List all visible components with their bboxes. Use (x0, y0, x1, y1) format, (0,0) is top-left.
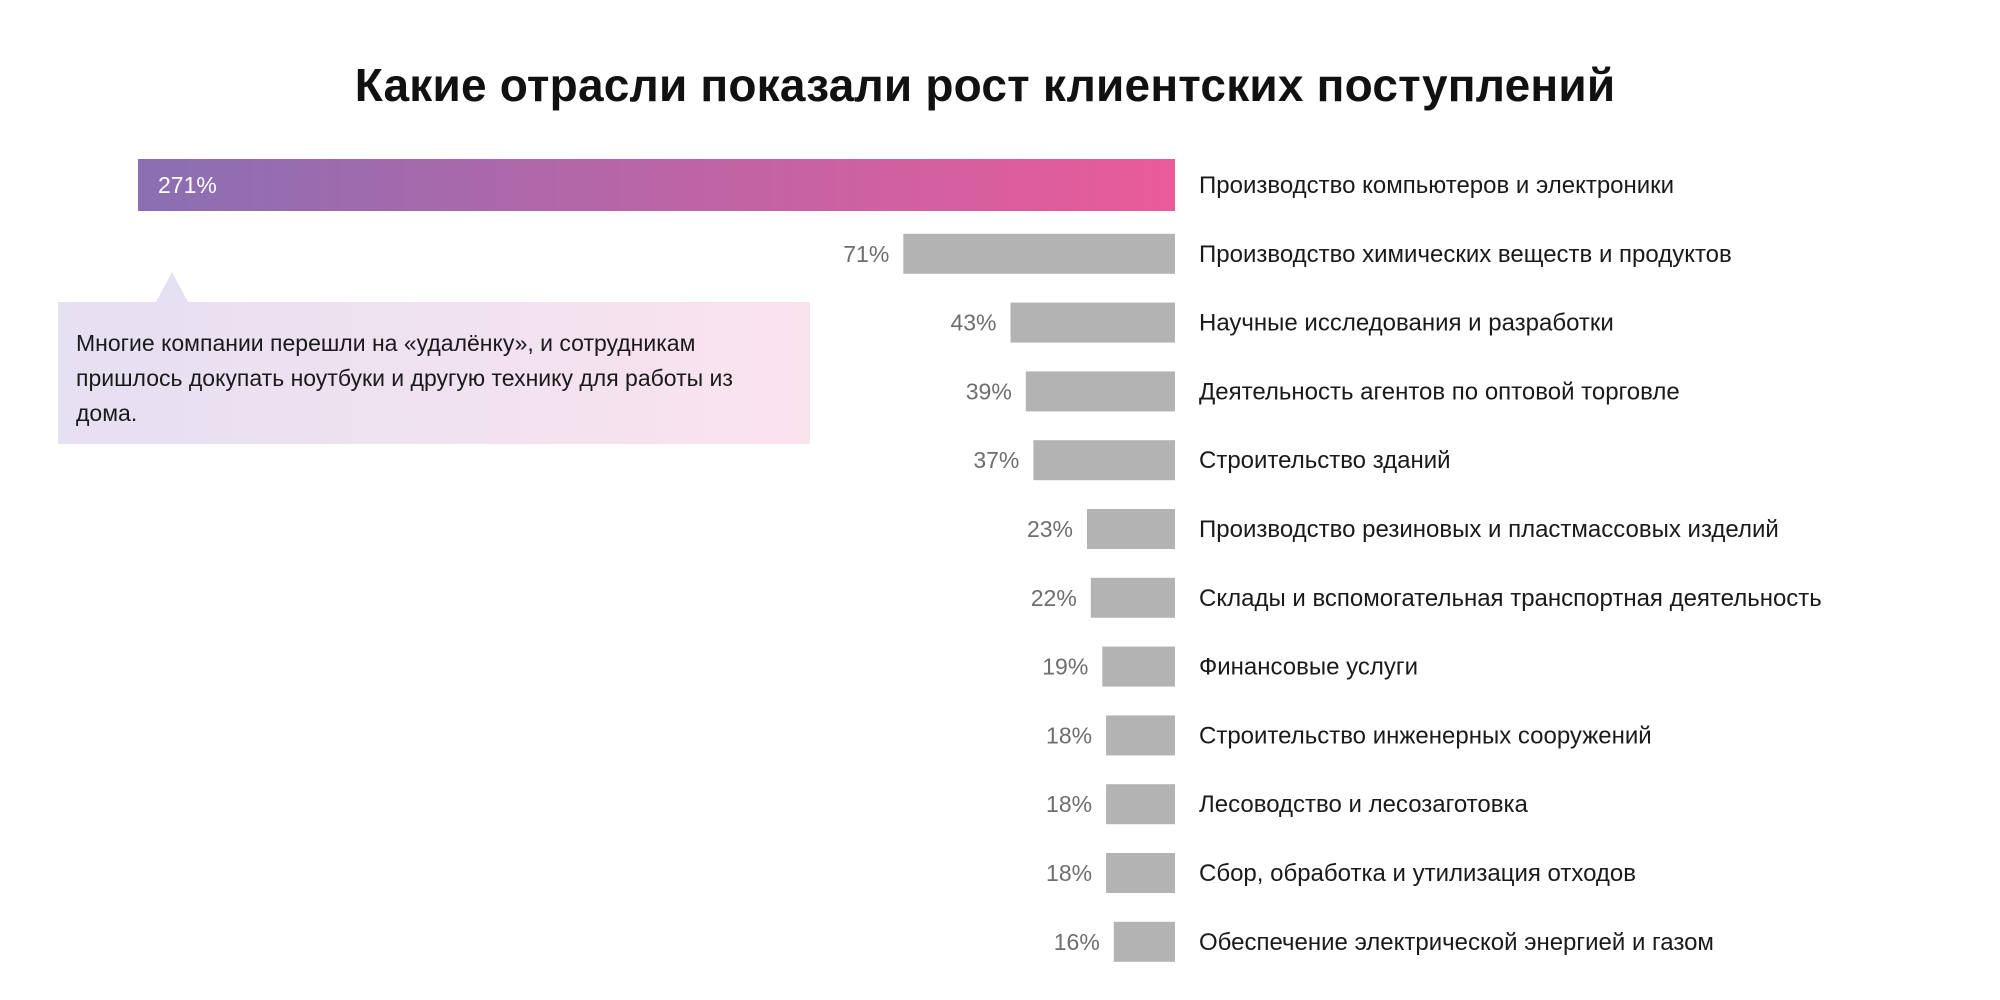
bars-group: 271% Производство компьютеров и электрони… (138, 159, 1822, 962)
bar (903, 233, 1175, 274)
category-label: Деятельность агентов по оптовой торговле (1199, 378, 1680, 405)
bar-value-label: 37% (973, 447, 1019, 473)
bar (1033, 440, 1175, 481)
category-label: Финансовые услуги (1199, 654, 1418, 681)
bar (1106, 715, 1175, 756)
bar-value-label: 16% (1054, 929, 1100, 955)
category-label: Производство компьютеров и электроники (1199, 172, 1674, 199)
annotation-text: Многие компании перешли на «удалёнку», и… (76, 330, 733, 426)
chart-title: Какие отрасли показали рост клиентских п… (354, 59, 1616, 111)
bar-value-label: 23% (1027, 516, 1073, 542)
bar (1090, 577, 1175, 618)
bar (1010, 302, 1175, 343)
bar-value-label: 18% (1046, 722, 1092, 748)
category-label: Сбор, обработка и утилизация отходов (1199, 860, 1636, 887)
category-label: Строительство инженерных сооружений (1199, 722, 1652, 749)
bar (1106, 853, 1175, 893)
bar-value-label: 43% (950, 310, 996, 336)
annotation-pointer (156, 272, 188, 302)
category-label: Склады и вспомогательная транспортная де… (1199, 585, 1822, 612)
bar-value-label: 39% (966, 378, 1012, 404)
category-label: Производство резиновых и пластмассовых и… (1199, 516, 1779, 543)
bar-value-label: 18% (1046, 860, 1092, 886)
category-label: Строительство зданий (1199, 447, 1451, 474)
bar (138, 159, 1175, 211)
bar (1102, 646, 1175, 687)
bar-value-label: 19% (1042, 654, 1088, 680)
bar (1106, 784, 1175, 825)
category-label: Научные исследования и разработки (1199, 310, 1614, 337)
bar-value-label: 71% (843, 241, 889, 267)
annotation-callout: Многие компании перешли на «удалёнку», и… (58, 302, 810, 444)
bar-value-label: 22% (1031, 585, 1077, 611)
bar-value-label: 271% (158, 172, 217, 198)
bar (1113, 921, 1175, 962)
bar-value-label: 18% (1046, 791, 1092, 817)
category-label: Производство химических веществ и продук… (1199, 241, 1732, 268)
category-label: Лесоводство и лесозаготовка (1199, 791, 1529, 818)
bar (1025, 371, 1175, 412)
category-label: Обеспечение электрической энергией и газ… (1199, 929, 1714, 956)
bar (1087, 509, 1175, 549)
